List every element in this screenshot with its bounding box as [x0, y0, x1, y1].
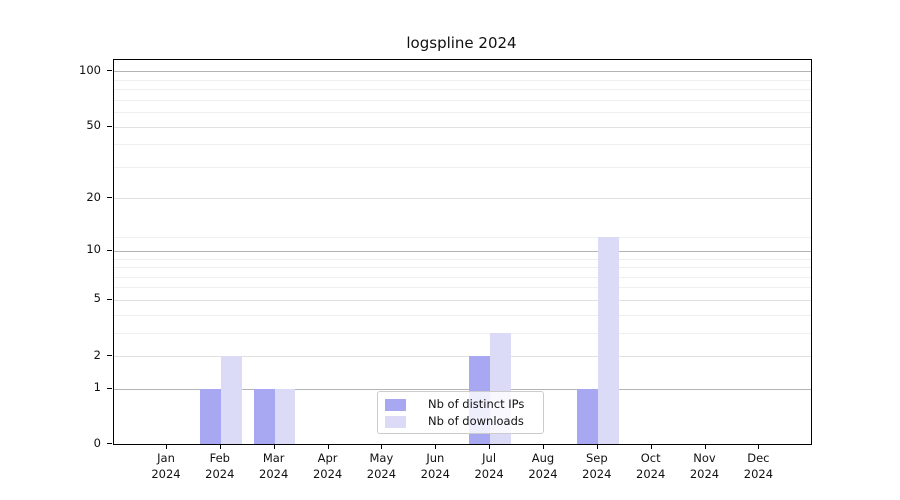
bar-downloads-mar — [274, 388, 296, 444]
chart-title: logspline 2024 — [406, 34, 517, 52]
x-tick-label-apr: Apr 2024 — [312, 451, 343, 481]
legend-item-downloads: Nb of downloads — [385, 414, 535, 429]
y-tick-label: 50 — [86, 118, 101, 132]
gridline-major — [114, 356, 811, 357]
y-tick-mark — [107, 197, 112, 199]
x-tick-mark — [166, 444, 167, 449]
y-tick-label: 2 — [93, 347, 101, 362]
bar-downloads-sep — [597, 237, 619, 444]
gridline-major — [114, 299, 811, 301]
legend-swatch-distinct-ips — [385, 398, 406, 411]
x-tick-label-aug: Aug 2024 — [528, 451, 558, 481]
x-tick-mark — [327, 444, 329, 449]
x-tick-label-nov: Nov 2024 — [689, 451, 720, 481]
x-tick-label-oct: Oct 2024 — [636, 451, 666, 481]
x-tick-mark — [543, 444, 544, 449]
y-tick-label: 0 — [93, 435, 101, 450]
x-tick-mark — [704, 444, 706, 449]
gridline-minor — [114, 332, 811, 334]
x-tick-mark — [596, 444, 598, 449]
x-tick-label-dec: Dec 2024 — [743, 451, 774, 481]
bar-distinct-ips-sep — [577, 388, 598, 444]
y-tick-mark — [107, 355, 112, 356]
plot-canvas — [114, 60, 811, 444]
x-tick-mark — [650, 444, 652, 449]
legend: Nb of distinct IPs Nb of downloads — [377, 391, 544, 434]
x-tick-label-jul: Jul 2024 — [474, 451, 504, 481]
gridline-minor — [114, 267, 811, 268]
y-tick-mark — [107, 249, 112, 251]
y-tick-mark — [107, 70, 112, 72]
y-tick-mark — [107, 298, 112, 300]
gridline-major — [114, 198, 811, 200]
gridline-minor — [114, 258, 811, 260]
legend-label-downloads: Nb of downloads — [428, 414, 524, 428]
bar-downloads-feb — [220, 356, 242, 444]
legend-swatch-downloads — [385, 415, 406, 428]
x-tick-mark — [381, 444, 383, 449]
gridline-minor — [114, 237, 811, 239]
bar-distinct-ips-mar — [253, 388, 275, 444]
gridline-minor — [114, 79, 811, 81]
gridline-major — [114, 71, 811, 73]
y-tick-label: 20 — [86, 189, 101, 204]
x-tick-mark — [489, 444, 491, 449]
gridline-minor — [114, 144, 811, 146]
gridline-major — [114, 388, 811, 390]
x-tick-label-may: May 2024 — [366, 451, 397, 481]
y-tick-label: 10 — [86, 242, 101, 257]
bar-distinct-ips-feb — [200, 388, 221, 444]
legend-label-distinct-ips: Nb of distinct IPs — [428, 397, 525, 411]
y-tick-label: 1 — [93, 380, 101, 395]
x-tick-label-jun: Jun 2024 — [420, 451, 450, 481]
y-tick-label: 100 — [79, 62, 101, 77]
x-tick-mark — [758, 444, 760, 449]
gridline-minor — [114, 89, 811, 90]
gridline-minor — [114, 112, 811, 113]
x-tick-label-mar: Mar 2024 — [259, 451, 289, 481]
gridline-minor — [114, 314, 811, 316]
x-tick-label-feb: Feb 2024 — [205, 451, 235, 481]
gridline-minor — [114, 287, 811, 289]
legend-item-distinct-ips: Nb of distinct IPs — [385, 397, 535, 412]
x-tick-mark — [435, 444, 437, 449]
gridline-major — [114, 250, 811, 252]
y-tick-mark — [107, 125, 112, 127]
x-tick-label-jan: Jan 2024 — [151, 451, 181, 481]
x-tick-mark — [273, 444, 275, 449]
gridline-minor — [114, 166, 811, 168]
gridline-minor — [114, 276, 811, 278]
y-tick-label: 5 — [93, 291, 101, 306]
y-tick-mark — [107, 387, 112, 389]
y-tick-mark — [107, 443, 112, 444]
x-tick-label-sep: Sep 2024 — [582, 451, 612, 481]
plot-area — [113, 59, 812, 445]
gridline-minor — [114, 99, 811, 101]
x-tick-mark — [219, 444, 221, 449]
gridline-major — [114, 126, 811, 128]
